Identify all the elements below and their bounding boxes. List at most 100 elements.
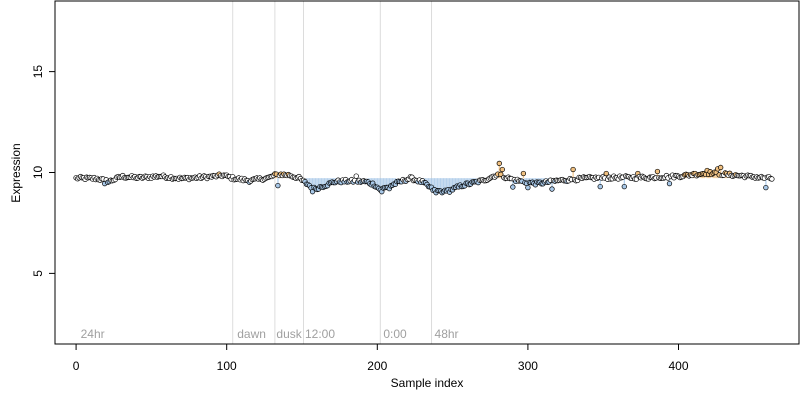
deviation-bar-209: [390, 178, 392, 186]
region-label-3: 12:00: [305, 327, 335, 341]
x-axis-title: Sample index: [391, 376, 464, 390]
data-points: [73, 160, 775, 196]
data-point-352: [603, 170, 609, 177]
deviation-bar-154: [307, 178, 309, 185]
deviation-bar-236: [430, 178, 433, 188]
deviation-bar-241: [438, 178, 440, 191]
deviation-bar-157: [311, 178, 314, 192]
data-point-394: [666, 180, 673, 187]
data-point-281: [496, 160, 502, 167]
data-point-134: [275, 182, 281, 189]
deviation-bar-164: [322, 178, 324, 188]
deviation-bar-203: [381, 178, 383, 192]
data-point-186: [353, 173, 359, 179]
data-point-297: [520, 170, 527, 177]
deviation-bar-290: [512, 178, 514, 188]
deviation-bar-239: [435, 178, 437, 193]
deviation-bar-458: [765, 178, 767, 188]
deviation-bar-162: [319, 178, 321, 187]
deviation-bar-281: [498, 163, 500, 179]
deviation-bar-364: [623, 178, 625, 187]
data-point-290: [510, 184, 516, 190]
deviation-bar-201: [378, 178, 380, 189]
data-point-283: [499, 166, 505, 173]
deviation-bar-348: [599, 178, 601, 187]
deviation-bar-207: [387, 178, 389, 188]
deviation-bar-256: [461, 178, 463, 187]
deviation-bar-252: [455, 178, 457, 188]
deviation-bar-330: [572, 169, 574, 179]
deviation-bar-155: [308, 178, 311, 186]
deviation-bar-166: [325, 178, 327, 187]
region-label-0: 24hr: [81, 327, 105, 341]
x-tick-label-3: 300: [518, 359, 538, 373]
deviation-bar-206: [385, 178, 388, 188]
deviation-bar-235: [429, 178, 431, 188]
deviation-bar-251: [453, 178, 455, 188]
deviation-bar-159: [314, 178, 317, 189]
deviation-bar-425: [715, 172, 717, 179]
region-label-4: 0:00: [383, 327, 407, 341]
deviation-bar-242: [439, 178, 442, 192]
x-tick-label-1: 100: [217, 359, 237, 373]
deviation-bar-386: [656, 171, 659, 179]
deviation-bar-249: [450, 178, 452, 190]
deviation-bar-257: [462, 178, 464, 187]
deviation-bar-244: [442, 178, 445, 192]
deviation-bar-394: [668, 178, 671, 184]
x-tick-label-4: 400: [668, 359, 688, 373]
region-label-5: 48hr: [435, 327, 459, 341]
deviation-bar-165: [323, 178, 326, 187]
deviation-bar-247: [447, 178, 449, 190]
deviation-bar-199: [375, 178, 377, 188]
y-axis-title: Expression: [9, 143, 23, 202]
y-tick-label-1: 10: [31, 166, 45, 180]
data-point-386: [654, 168, 661, 175]
deviation-bar-245: [444, 178, 446, 191]
data-point-364: [621, 183, 627, 190]
region-label-1: dawn: [237, 327, 266, 341]
deviation-bar-246: [445, 178, 448, 191]
deviation-bar-200: [376, 178, 378, 188]
deviation-bar-205: [384, 178, 386, 188]
deviation-bar-134: [277, 178, 279, 186]
region-labels: 24hr dawn dusk 12:00 0:00 48hr: [81, 327, 459, 341]
deviation-bar-161: [317, 178, 320, 190]
deviation-bar-202: [379, 178, 382, 191]
data-point-330: [570, 166, 576, 173]
region-label-2: dusk: [276, 327, 302, 341]
deviation-bar-204: [382, 178, 385, 189]
x-tick-label-0: 0: [73, 359, 80, 373]
data-point-348: [597, 183, 603, 190]
data-point-458: [763, 184, 769, 191]
deviation-bar-248: [448, 178, 451, 193]
y-axis: 5 10 15: [31, 65, 55, 277]
deviation-bar-316: [551, 178, 553, 190]
x-axis: 0 100 200 300 400: [73, 344, 689, 373]
y-tick-label-0: 5: [31, 270, 45, 277]
deviation-bar-211: [393, 178, 395, 185]
deviation-bar-254: [458, 178, 460, 187]
deviation-bar-160: [316, 178, 318, 190]
deviation-bar-238: [433, 178, 436, 190]
deviation-bar-156: [310, 178, 312, 188]
deviation-bar-210: [391, 178, 394, 186]
data-point-462: [769, 176, 775, 182]
deviation-bar-237: [432, 178, 434, 191]
data-point-316: [549, 186, 555, 192]
x-tick-label-2: 200: [367, 359, 387, 373]
deviation-bar-240: [436, 178, 439, 191]
region-dividers: [232, 1, 433, 344]
deviation-bar-243: [441, 178, 443, 193]
deviation-bar-253: [456, 178, 458, 187]
deviation-bar-250: [452, 178, 454, 190]
deviation-bar-255: [459, 178, 461, 186]
deviation-bar-208: [388, 178, 391, 189]
deviation-bar-163: [320, 178, 323, 188]
deviation-bar-158: [313, 178, 315, 188]
data-point-300: [525, 184, 531, 191]
data-point-282: [498, 171, 504, 177]
y-tick-label-2: 15: [31, 65, 45, 79]
data-point-428: [718, 164, 724, 171]
